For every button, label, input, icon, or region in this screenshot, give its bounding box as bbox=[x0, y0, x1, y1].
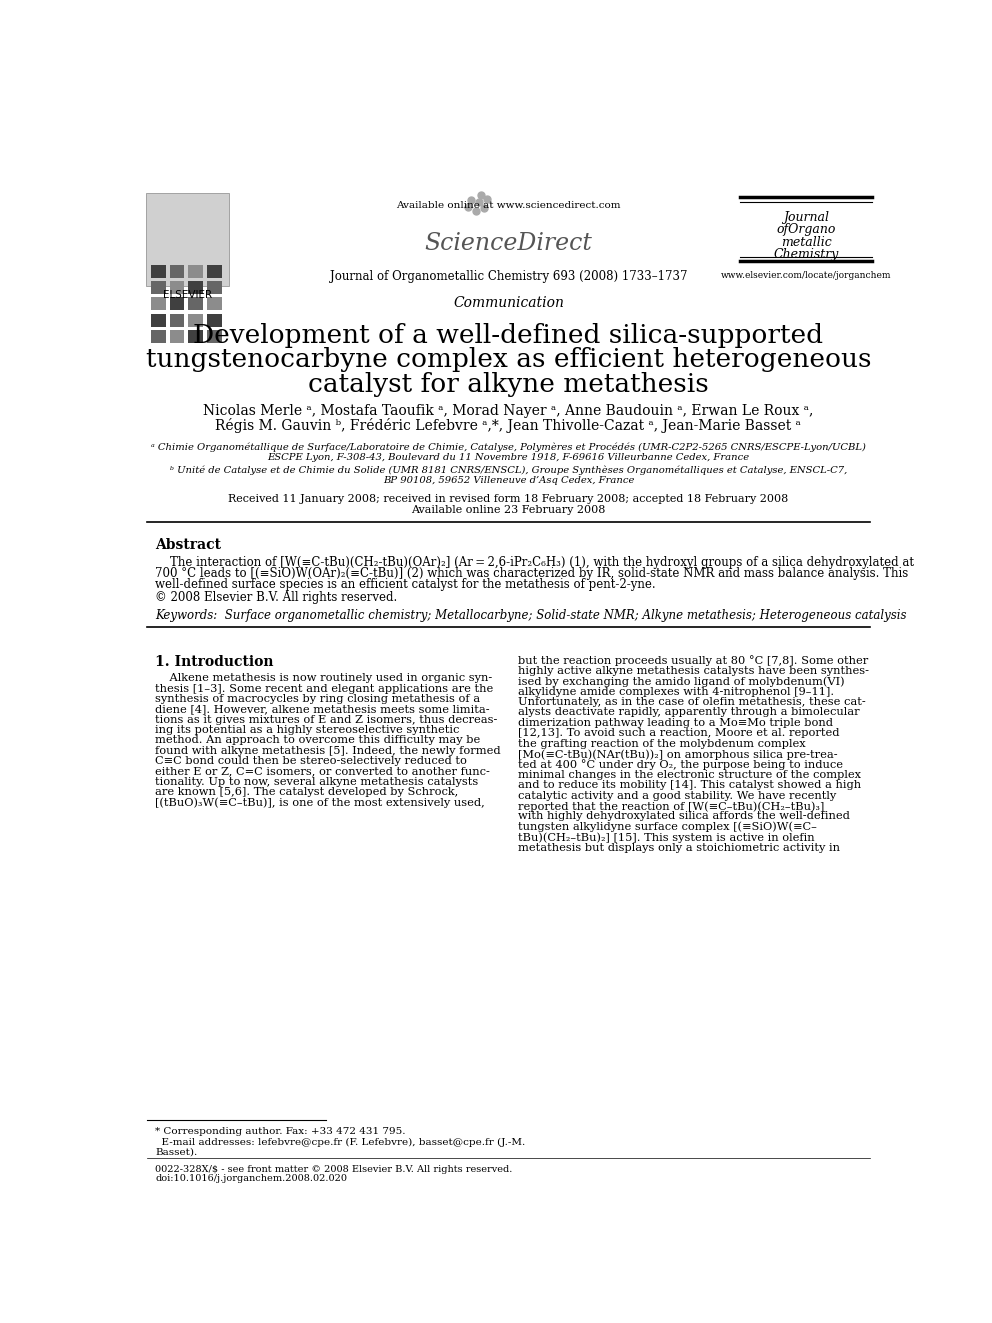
Text: Alkene metathesis is now routinely used in organic syn-: Alkene metathesis is now routinely used … bbox=[155, 673, 492, 683]
Text: catalytic activity and a good stability. We have recently: catalytic activity and a good stability.… bbox=[518, 791, 836, 800]
Text: Available online at www.sciencedirect.com: Available online at www.sciencedirect.co… bbox=[396, 201, 621, 210]
Text: BP 90108, 59652 Villeneuve d’Asq Cedex, France: BP 90108, 59652 Villeneuve d’Asq Cedex, … bbox=[383, 476, 634, 486]
Text: alkylidyne amide complexes with 4-nitrophenol [9–11].: alkylidyne amide complexes with 4-nitrop… bbox=[518, 687, 834, 697]
Bar bbox=[170, 265, 185, 278]
Text: tungsten alkylidyne surface complex [(≡SiO)W(≡C–: tungsten alkylidyne surface complex [(≡S… bbox=[518, 822, 816, 832]
Text: either E or Z, C=C isomers, or converted to another func-: either E or Z, C=C isomers, or converted… bbox=[155, 766, 490, 777]
Text: [12,13]. To avoid such a reaction, Moore et al. reported: [12,13]. To avoid such a reaction, Moore… bbox=[518, 728, 839, 738]
Text: [(tBuO)₃W(≡C–tBu)], is one of the most extensively used,: [(tBuO)₃W(≡C–tBu)], is one of the most e… bbox=[155, 798, 485, 808]
Text: with highly dehydroxylated silica affords the well-defined: with highly dehydroxylated silica afford… bbox=[518, 811, 849, 822]
Bar bbox=[151, 282, 166, 294]
Bar bbox=[170, 282, 185, 294]
Text: Keywords:  Surface organometallic chemistry; Metallocarbyne; Solid-state NMR; Al: Keywords: Surface organometallic chemist… bbox=[155, 609, 907, 622]
Text: Communication: Communication bbox=[453, 296, 563, 310]
Text: 700 °C leads to [(≡SiO)W(OAr)₂(≡C-tBu)] (2) which was characterized by IR, solid: 700 °C leads to [(≡SiO)W(OAr)₂(≡C-tBu)] … bbox=[155, 566, 909, 579]
Text: but the reaction proceeds usually at 80 °C [7,8]. Some other: but the reaction proceeds usually at 80 … bbox=[518, 655, 868, 667]
Text: and to reduce its mobility [14]. This catalyst showed a high: and to reduce its mobility [14]. This ca… bbox=[518, 781, 861, 790]
Text: ised by exchanging the amido ligand of molybdenum(VI): ised by exchanging the amido ligand of m… bbox=[518, 676, 844, 687]
Text: Available online 23 February 2008: Available online 23 February 2008 bbox=[412, 505, 605, 515]
Text: © 2008 Elsevier B.V. All rights reserved.: © 2008 Elsevier B.V. All rights reserved… bbox=[155, 591, 397, 605]
Text: Abstract: Abstract bbox=[155, 537, 221, 552]
Text: ted at 400 °C under dry O₂, the purpose being to induce: ted at 400 °C under dry O₂, the purpose … bbox=[518, 759, 842, 770]
Text: tions as it gives mixtures of E and Z isomers, thus decreas-: tions as it gives mixtures of E and Z is… bbox=[155, 714, 497, 725]
Bar bbox=[188, 298, 203, 311]
Bar bbox=[170, 314, 185, 327]
Text: ᵃ Chimie Organométallique de Surface/Laboratoire de Chimie, Catalyse, Polymères : ᵃ Chimie Organométallique de Surface/Lab… bbox=[151, 442, 866, 451]
Text: synthesis of macrocycles by ring closing metathesis of a: synthesis of macrocycles by ring closing… bbox=[155, 693, 480, 704]
Text: tungstenocarbyne complex as efficient heterogeneous: tungstenocarbyne complex as efficient he… bbox=[146, 348, 871, 372]
Text: Unfortunately, as in the case of olefin metathesis, these cat-: Unfortunately, as in the case of olefin … bbox=[518, 697, 865, 706]
Text: Régis M. Gauvin ᵇ, Frédéric Lefebvre ᵃ,*, Jean Thivolle-Cazat ᵃ, Jean-Marie Bass: Régis M. Gauvin ᵇ, Frédéric Lefebvre ᵃ,*… bbox=[215, 418, 802, 433]
Text: found with alkyne metathesis [5]. Indeed, the newly formed: found with alkyne metathesis [5]. Indeed… bbox=[155, 746, 501, 755]
Text: the grafting reaction of the molybdenum complex: the grafting reaction of the molybdenum … bbox=[518, 738, 806, 749]
Bar bbox=[188, 265, 203, 278]
Text: method. An approach to overcome this difficulty may be: method. An approach to overcome this dif… bbox=[155, 736, 480, 745]
Text: E-mail addresses: lefebvre@cpe.fr (F. Lefebvre), basset@cpe.fr (J.-M.: E-mail addresses: lefebvre@cpe.fr (F. Le… bbox=[155, 1138, 525, 1147]
Text: well-defined surface species is an efficient catalyst for the metathesis of pent: well-defined surface species is an effic… bbox=[155, 578, 656, 590]
Text: reported that the reaction of [W(≡C–tBu)(CH₂–tBu)₃]: reported that the reaction of [W(≡C–tBu)… bbox=[518, 800, 824, 811]
Text: Basset).: Basset). bbox=[155, 1147, 197, 1156]
Bar bbox=[207, 298, 221, 311]
Bar bbox=[151, 314, 166, 327]
Bar bbox=[170, 298, 185, 311]
Text: minimal changes in the electronic structure of the complex: minimal changes in the electronic struct… bbox=[518, 770, 861, 779]
Text: ofOrgano: ofOrgano bbox=[777, 224, 835, 237]
Text: ᵇ Unité de Catalyse et de Chimie du Solide (UMR 8181 CNRS/ENSCL), Groupe Synthès: ᵇ Unité de Catalyse et de Chimie du Soli… bbox=[170, 466, 847, 475]
Text: doi:10.1016/j.jorganchem.2008.02.020: doi:10.1016/j.jorganchem.2008.02.020 bbox=[155, 1175, 347, 1183]
Text: * Corresponding author. Fax: +33 472 431 795.: * Corresponding author. Fax: +33 472 431… bbox=[155, 1127, 406, 1136]
Text: Chemistry: Chemistry bbox=[774, 249, 838, 261]
Bar bbox=[170, 329, 185, 343]
Text: diene [4]. However, alkene metathesis meets some limita-: diene [4]. However, alkene metathesis me… bbox=[155, 704, 490, 714]
Text: 1. Introduction: 1. Introduction bbox=[155, 655, 274, 669]
Text: highly active alkyne metathesis catalysts have been synthes-: highly active alkyne metathesis catalyst… bbox=[518, 665, 869, 676]
Text: alysts deactivate rapidly, apparently through a bimolecular: alysts deactivate rapidly, apparently th… bbox=[518, 708, 859, 717]
Text: 0022-328X/$ - see front matter © 2008 Elsevier B.V. All rights reserved.: 0022-328X/$ - see front matter © 2008 El… bbox=[155, 1166, 513, 1174]
Text: ScienceDirect: ScienceDirect bbox=[425, 232, 592, 255]
Text: [Mo(≡C-tBu)(NAr(tBu))₂] on amorphous silica pre-trea-: [Mo(≡C-tBu)(NAr(tBu))₂] on amorphous sil… bbox=[518, 749, 837, 759]
Text: metathesis but displays only a stoichiometric activity in: metathesis but displays only a stoichiom… bbox=[518, 843, 839, 852]
Text: C≡C bond could then be stereo-selectively reduced to: C≡C bond could then be stereo-selectivel… bbox=[155, 757, 467, 766]
Bar bbox=[151, 265, 166, 278]
Text: are known [5,6]. The catalyst developed by Schrock,: are known [5,6]. The catalyst developed … bbox=[155, 787, 458, 798]
Bar bbox=[188, 329, 203, 343]
Bar bbox=[207, 314, 221, 327]
Bar bbox=[188, 282, 203, 294]
Text: catalyst for alkyne metathesis: catalyst for alkyne metathesis bbox=[309, 372, 708, 397]
Bar bbox=[207, 329, 221, 343]
Text: thesis [1–3]. Some recent and elegant applications are the: thesis [1–3]. Some recent and elegant ap… bbox=[155, 684, 493, 693]
Bar bbox=[207, 265, 221, 278]
Text: Nicolas Merle ᵃ, Mostafa Taoufik ᵃ, Morad Nayer ᵃ, Anne Baudouin ᵃ, Erwan Le Rou: Nicolas Merle ᵃ, Mostafa Taoufik ᵃ, Mora… bbox=[203, 404, 813, 418]
Text: The interaction of [W(≡C-tBu)(CH₂-tBu)(OAr)₂] (Ar = 2,6-iPr₂C₆H₃) (1), with the : The interaction of [W(≡C-tBu)(CH₂-tBu)(O… bbox=[155, 556, 914, 569]
Bar bbox=[151, 329, 166, 343]
Bar bbox=[207, 282, 221, 294]
Bar bbox=[146, 193, 229, 286]
Bar bbox=[151, 298, 166, 311]
Text: tionality. Up to now, several alkyne metathesis catalysts: tionality. Up to now, several alkyne met… bbox=[155, 777, 478, 787]
Text: www.elsevier.com/locate/jorganchem: www.elsevier.com/locate/jorganchem bbox=[721, 271, 891, 280]
Text: Received 11 January 2008; received in revised form 18 February 2008; accepted 18: Received 11 January 2008; received in re… bbox=[228, 493, 789, 504]
Text: Journal: Journal bbox=[783, 212, 829, 224]
Text: ing its potential as a highly stereoselective synthetic: ing its potential as a highly stereosele… bbox=[155, 725, 459, 736]
Text: tBu)(CH₂–tBu)₂] [15]. This system is active in olefin: tBu)(CH₂–tBu)₂] [15]. This system is act… bbox=[518, 832, 814, 843]
Text: ESCPE Lyon, F-308-43, Boulevard du 11 Novembre 1918, F-69616 Villeurbanne Cedex,: ESCPE Lyon, F-308-43, Boulevard du 11 No… bbox=[267, 452, 750, 462]
Text: Journal of Organometallic Chemistry 693 (2008) 1733–1737: Journal of Organometallic Chemistry 693 … bbox=[329, 270, 687, 283]
Text: metallic: metallic bbox=[781, 235, 831, 249]
Text: Development of a well-defined silica-supported: Development of a well-defined silica-sup… bbox=[193, 323, 823, 348]
Bar bbox=[188, 314, 203, 327]
Text: dimerization pathway leading to a Mo≡Mo triple bond: dimerization pathway leading to a Mo≡Mo … bbox=[518, 718, 832, 728]
Text: ELSEVIER: ELSEVIER bbox=[163, 290, 212, 300]
